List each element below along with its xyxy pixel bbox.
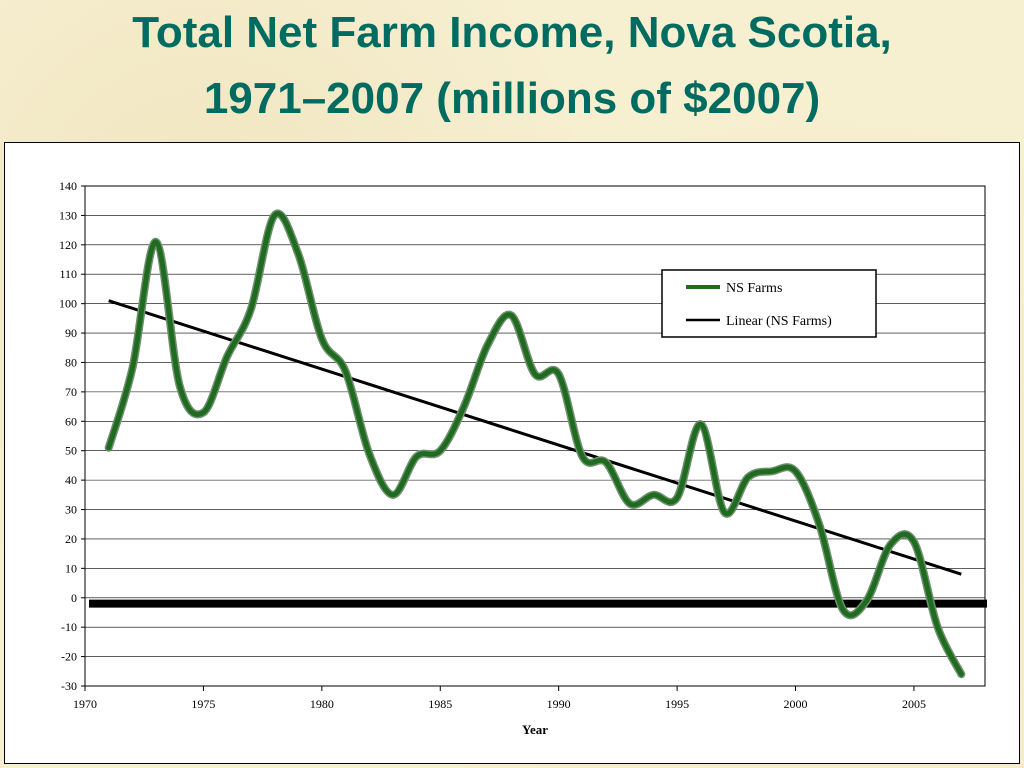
data-point-1994 [651, 492, 656, 497]
y-tick-label-30: 30 [65, 503, 77, 517]
data-point-1987 [485, 342, 490, 347]
data-point-2007 [959, 672, 964, 677]
y-axis-ticks: -30 -20 -10 0 10 20 30 40 50 60 70 80 90 100 110 120 130… [59, 179, 85, 693]
slide-title-line2: 1971–2007 (millions of $2007) [203, 74, 821, 123]
y-tick-label-20: 20 [65, 532, 77, 546]
data-point-1972 [130, 366, 135, 371]
y-tick-label-120: 120 [59, 238, 77, 252]
line-chart: -30 -20 -10 0 10 20 30 40 50 60 70 80 90 100 110 120 130… [59, 179, 987, 737]
x-tick-label-1975: 1975 [191, 697, 215, 711]
data-point-1975 [201, 410, 206, 415]
data-point-2000 [793, 469, 798, 474]
data-point-2006 [935, 625, 940, 630]
data-point-1973 [154, 239, 159, 244]
y-tick-label-110: 110 [59, 267, 77, 281]
y-tick-label-40: 40 [65, 473, 77, 487]
data-point-1981 [343, 369, 348, 374]
data-point-1977 [248, 307, 253, 312]
y-tick-label-130: 130 [59, 208, 77, 222]
data-point-1989 [533, 372, 537, 377]
data-point-1971 [106, 445, 111, 450]
legend-box [661, 269, 877, 338]
x-tick-label-1970: 1970 [73, 697, 97, 711]
y-tick-label-80: 80 [65, 355, 77, 369]
x-tick-label-1980: 1980 [310, 697, 334, 711]
legend-label-linear: Linear (NS Farms) [726, 314, 832, 329]
data-point-1976 [225, 354, 230, 359]
x-axis-title: Year [522, 722, 548, 737]
data-point-2004 [888, 542, 893, 547]
data-point-1980 [319, 336, 324, 341]
data-point-1992 [604, 460, 609, 465]
y-tick-label-60: 60 [65, 414, 77, 428]
y-tick-label-10: 10 [65, 561, 77, 575]
data-point-1984 [414, 454, 419, 459]
slide-title: Total Net Farm Income, Nova Scotia, 1971… [0, 0, 1024, 132]
data-point-1988 [509, 313, 514, 318]
slide-title-line1: Total Net Farm Income, Nova Scotia, [132, 8, 892, 57]
series-ns-farms [104, 209, 966, 679]
legend-label-ns-farms: NS Farms [726, 281, 782, 296]
data-point-1979 [296, 251, 301, 256]
data-point-1982 [367, 451, 372, 456]
y-tick-label-140: 140 [59, 179, 77, 193]
data-point-1995 [675, 495, 680, 500]
data-point-1978 [272, 213, 277, 218]
data-point-1999 [769, 469, 774, 474]
data-point-2003 [864, 598, 869, 603]
legend: NS Farms Linear (NS Farms) [661, 269, 877, 338]
x-tick-label-2005: 2005 [902, 697, 926, 711]
x-tick-label-2000: 2000 [784, 697, 808, 711]
data-point-1990 [556, 372, 561, 377]
data-point-1996 [698, 422, 703, 427]
y-tick-label-100: 100 [59, 297, 77, 311]
chart-area: -30 -20 -10 0 10 20 30 40 50 60 70 80 90 100 110 120 130… [4, 142, 1020, 764]
data-point-1997 [722, 510, 727, 515]
plot-frame [84, 185, 986, 687]
y-tick-label--30: -30 [61, 679, 77, 693]
data-point-1986 [461, 404, 466, 409]
y-tick-label-50: 50 [65, 444, 77, 458]
y-tick-label-70: 70 [65, 385, 77, 399]
y-tick-label--10: -10 [61, 620, 77, 634]
data-point-1974 [177, 384, 182, 388]
data-point-1983 [390, 492, 395, 497]
data-point-1993 [627, 501, 632, 506]
data-point-1991 [580, 454, 585, 459]
x-axis-ticks: 1970 1975 1980 1985 1990 1995 2000 2005 [73, 686, 926, 711]
x-tick-label-1990: 1990 [547, 697, 571, 711]
y-tick-label-0: 0 [71, 591, 77, 605]
data-point-2001 [817, 522, 822, 527]
y-tick-label-90: 90 [65, 326, 77, 340]
data-point-1998 [746, 475, 751, 480]
data-point-1985 [438, 448, 443, 453]
data-point-2005 [911, 539, 916, 544]
x-tick-label-1985: 1985 [428, 697, 452, 711]
data-point-2002 [840, 607, 845, 612]
y-tick-label--20: -20 [61, 650, 77, 664]
x-tick-label-1995: 1995 [665, 697, 689, 711]
